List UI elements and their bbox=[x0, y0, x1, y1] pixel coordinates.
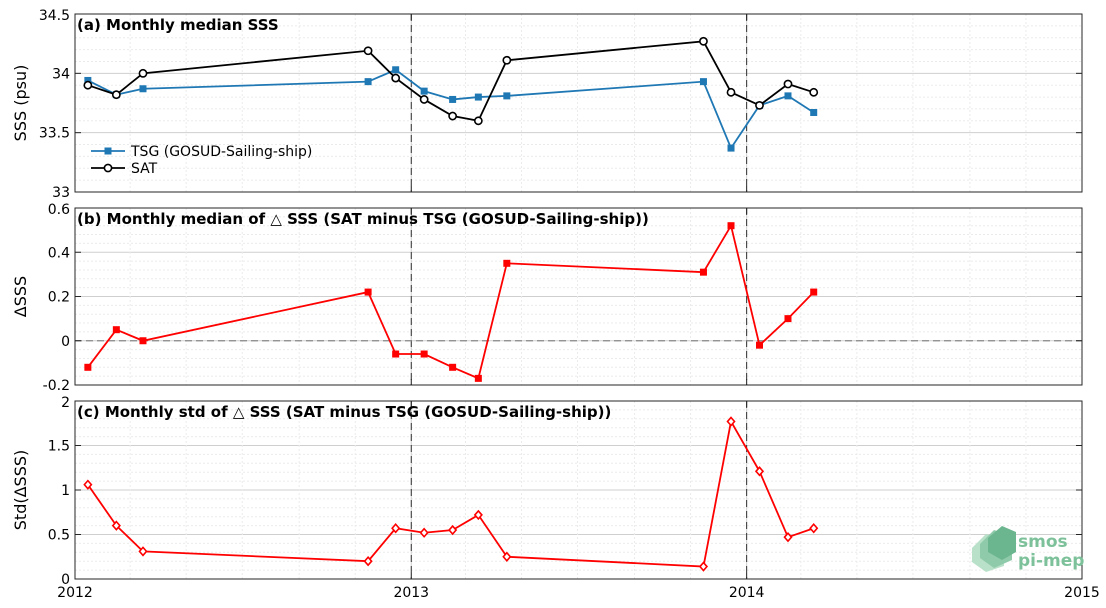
panel-c-ytick-label: 1.5 bbox=[48, 439, 70, 455]
panel-b-series-0-point bbox=[392, 350, 400, 358]
xtick-label: 2012 bbox=[57, 585, 93, 601]
panel-c-series-0-point bbox=[754, 466, 765, 477]
panel-b-series-0-point bbox=[420, 350, 428, 358]
panel-c-series-0-point bbox=[783, 531, 793, 543]
panel-c-ytick-label: 2 bbox=[61, 395, 70, 411]
series-layer bbox=[83, 36, 819, 572]
panel-a-series-0-point bbox=[364, 78, 372, 86]
grid-layer bbox=[74, 13, 1083, 580]
panel-b-series-0-point bbox=[810, 288, 818, 296]
panel-c-series-0-point bbox=[419, 527, 429, 538]
panel-b-series-0-line bbox=[87, 223, 815, 380]
panel-a-ytick-label: 34.5 bbox=[39, 8, 70, 24]
panel-c-ytick-label: 1 bbox=[61, 483, 70, 499]
panel-a-series-0-point bbox=[449, 95, 457, 103]
panel-b-ytick-label: 0.6 bbox=[48, 202, 70, 218]
panel-b-series-0-point bbox=[364, 288, 372, 296]
panel-a-ytick-label: 33 bbox=[52, 185, 70, 201]
panel-c-series-0-point bbox=[391, 523, 401, 534]
panel-c-series-0-point bbox=[138, 546, 148, 557]
panel-b-series-0-point bbox=[699, 268, 707, 276]
panel-c-series-0-point bbox=[502, 551, 512, 562]
panel-a-series-1-point bbox=[783, 79, 793, 89]
panel-b-series-0-point bbox=[139, 337, 147, 345]
panel-a-series-0-point bbox=[420, 87, 428, 95]
panel-b-series-0-point bbox=[756, 341, 764, 349]
panel-b-ytick-label: -0.2 bbox=[43, 378, 70, 394]
panel-a-series-0-point bbox=[139, 85, 147, 93]
panel-a-series-0-point bbox=[392, 66, 400, 74]
panel-a-series-1-point bbox=[755, 100, 764, 110]
panel-a-legend-label: TSG (GOSUD-Sailing-ship) bbox=[130, 144, 312, 160]
panel-c-series-0-point bbox=[111, 520, 121, 531]
panel-a-series-1-line bbox=[87, 40, 814, 122]
panel-a-ytick-label: 33.5 bbox=[39, 126, 70, 142]
panel-a-series-0-point bbox=[503, 92, 511, 100]
panel-a-series-1-point bbox=[363, 46, 373, 56]
panel-c-series-0-point bbox=[726, 416, 736, 427]
panel-b-series-0-point bbox=[727, 222, 735, 230]
panel-a-ylabel: SSS (psu) bbox=[11, 65, 30, 142]
panel-b-ytick-label: 0 bbox=[61, 334, 70, 350]
panel-a-series-1-point bbox=[419, 95, 429, 104]
panel-b-series-0-point bbox=[112, 326, 120, 334]
panel-b-series-0-point bbox=[784, 315, 792, 323]
panel-a-series-1-point bbox=[111, 90, 121, 100]
panel-a-ytick-label: 34 bbox=[52, 66, 70, 82]
logo-line-2: pi-mep bbox=[1018, 551, 1084, 571]
panel-c-series-0-point bbox=[83, 479, 93, 490]
panel-a-series-1-point bbox=[726, 87, 736, 97]
panel-b-ytick-label: 0.4 bbox=[48, 245, 70, 261]
panel-a-series-1-point bbox=[473, 116, 483, 126]
panel-c-series-0-point bbox=[363, 555, 373, 567]
panel-a-legend-swatch-marker bbox=[103, 163, 113, 173]
smos-pi-mep-logo: smos pi-mep bbox=[972, 526, 1084, 572]
panel-a-legend-label: SAT bbox=[131, 161, 158, 177]
xtick-label: 2015 bbox=[1064, 585, 1100, 601]
panel-a-series-0-line bbox=[87, 68, 815, 150]
panel-a-series-0-point bbox=[699, 78, 707, 86]
panel-a-series-0-point bbox=[474, 93, 482, 101]
panel-b-series-0-point bbox=[503, 259, 511, 267]
panel-a-series-0-point bbox=[727, 144, 735, 152]
panel-b-series-0-point bbox=[474, 374, 482, 382]
panel-c-series-0-line bbox=[87, 418, 815, 568]
xtick-label: 2013 bbox=[393, 585, 429, 601]
panel-c-series-0-point bbox=[473, 509, 483, 521]
panel-c-series-0-point bbox=[448, 524, 458, 536]
axes-frame-layer bbox=[74, 13, 1083, 580]
panel-b-series-0-point bbox=[84, 363, 92, 371]
panel-c-series-0-point bbox=[698, 561, 709, 572]
panel-b-title: (b) Monthly median of △ SSS (SAT minus T… bbox=[77, 210, 649, 228]
panel-a-series-1-point bbox=[502, 55, 512, 65]
panel-a-series-1-point bbox=[809, 87, 819, 97]
panel-c-ytick-label: 0 bbox=[61, 572, 70, 588]
panel-a-series-1-point bbox=[448, 111, 458, 121]
panel-a-series-1-point bbox=[699, 36, 708, 46]
logo-mark-icon bbox=[972, 526, 1016, 572]
panel-a-series-1-point bbox=[83, 80, 93, 90]
panel-b-ylabel: ΔSSS bbox=[11, 276, 30, 317]
xtick-label: 2014 bbox=[729, 585, 765, 601]
reference-lines-layer bbox=[75, 14, 1082, 579]
panel-c-ytick-label: 0.5 bbox=[48, 528, 70, 544]
panel-a-series-1-point bbox=[391, 73, 401, 83]
panel-a-axes-box bbox=[74, 13, 1083, 193]
panel-a-legend-swatch-marker bbox=[104, 147, 112, 155]
panel-c-title: (c) Monthly std of △ SSS (SAT minus TSG … bbox=[77, 403, 611, 421]
panel-a-title: (a) Monthly median SSS bbox=[77, 16, 279, 34]
panel-b-ytick-label: 0.2 bbox=[48, 290, 70, 306]
panel-c-ylabel: Std(ΔSSS) bbox=[11, 450, 30, 530]
panel-a-series-0-point bbox=[810, 108, 818, 116]
panel-c-series-0-point bbox=[809, 523, 819, 534]
panel-b-series-0-point bbox=[449, 363, 457, 371]
panel-a-series-0-point bbox=[784, 92, 792, 100]
logo-line-1: smos bbox=[1018, 532, 1068, 552]
panel-a-series-1-point bbox=[138, 68, 148, 78]
text-layer: 33 33.5 34 34.5 (a) Monthly median SSS SSS (p… bbox=[11, 8, 1100, 601]
